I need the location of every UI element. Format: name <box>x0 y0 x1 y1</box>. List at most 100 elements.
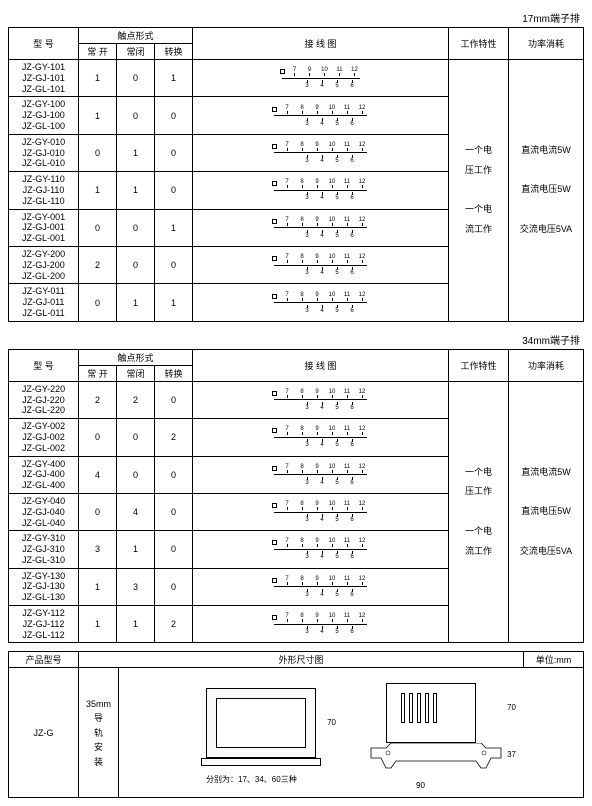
col-wiring: 接 线 图 <box>193 28 449 60</box>
col-model: 型 号 <box>9 349 79 381</box>
wiring-diagram: 789101112 3456 <box>272 103 369 128</box>
work-cell: 一个电压工作 一个电流工作 <box>449 60 509 322</box>
model-cell: JZ-GY-101JZ-GJ-101JZ-GL-101 <box>9 60 79 97</box>
col-co: 转换 <box>155 44 193 60</box>
no-cell: 0 <box>79 284 117 321</box>
nc-cell: 3 <box>117 568 155 605</box>
wiring-cell: 79101112 3456 <box>193 60 449 97</box>
no-cell: 0 <box>79 493 117 530</box>
spec-table-17mm: 型 号 触点形式 接 线 图 工作特性 功率消耗 常 开 常闭 转换 JZ-GY… <box>8 27 584 322</box>
co-cell: 0 <box>155 97 193 134</box>
wiring-diagram: 789101112 3456 <box>272 215 369 240</box>
model-cell: JZ-GY-130JZ-GJ-130JZ-GL-130 <box>9 568 79 605</box>
wiring-diagram: 789101112 3456 <box>272 290 369 315</box>
model-cell: JZ-GY-010JZ-GJ-010JZ-GL-010 <box>9 134 79 171</box>
table-body: JZ-GY-101JZ-GJ-101JZ-GL-101 1 0 1 791011… <box>9 60 584 322</box>
no-cell: 2 <box>79 381 117 418</box>
side-view: 70 37 90 <box>356 678 516 788</box>
wiring-cell: 789101112 3456 <box>193 606 449 643</box>
wiring-cell: 789101112 3456 <box>193 246 449 283</box>
wiring-diagram: 789101112 3456 <box>272 500 369 525</box>
co-cell: 0 <box>155 134 193 171</box>
col-no: 常 开 <box>79 365 117 381</box>
wiring-diagram: 789101112 3456 <box>272 537 369 562</box>
co-cell: 1 <box>155 60 193 97</box>
col-outline: 外形尺寸图 <box>79 652 524 668</box>
dim-height-70: 70 <box>327 718 336 727</box>
wiring-diagram: 789101112 3456 <box>272 612 369 637</box>
wiring-cell: 789101112 3456 <box>193 568 449 605</box>
wiring-cell: 789101112 3456 <box>193 134 449 171</box>
no-cell: 1 <box>79 606 117 643</box>
model-cell: JZ-GY-310JZ-GJ-310JZ-GL-310 <box>9 531 79 568</box>
nc-cell: 2 <box>117 381 155 418</box>
front-note: 分别为：17、34、60三种 <box>206 774 297 785</box>
co-cell: 0 <box>155 456 193 493</box>
nc-cell: 0 <box>117 97 155 134</box>
wiring-cell: 789101112 3456 <box>193 456 449 493</box>
co-cell: 0 <box>155 381 193 418</box>
spec-table-34mm: 型 号 触点形式 接 线 图 工作特性 功率消耗 常 开 常闭 转换 JZ-GY… <box>8 349 584 644</box>
table-row: JZ-GY-220JZ-GJ-220JZ-GL-220 2 2 0 789101… <box>9 381 584 418</box>
no-cell: 1 <box>79 568 117 605</box>
caption-17mm: 17mm端子排 <box>8 10 580 25</box>
col-unit: 单位:mm <box>524 652 584 668</box>
nc-cell: 0 <box>117 419 155 456</box>
model-cell: JZ-GY-040JZ-GJ-040JZ-GL-040 <box>9 493 79 530</box>
co-cell: 2 <box>155 419 193 456</box>
co-cell: 1 <box>155 284 193 321</box>
model-cell: JZ-GY-002JZ-GJ-002JZ-GL-002 <box>9 419 79 456</box>
nc-cell: 4 <box>117 493 155 530</box>
wiring-diagram: 789101112 3456 <box>272 425 369 450</box>
col-contact-form: 触点形式 <box>79 28 193 44</box>
col-work: 工作特性 <box>449 28 509 60</box>
col-nc: 常闭 <box>117 44 155 60</box>
dimension-table: 产品型号 外形尺寸图 单位:mm JZ-G 35mm导轨安装 70 分别为：17… <box>8 651 584 798</box>
dim-side-37: 37 <box>507 750 516 759</box>
table-row: JZ-GY-101JZ-GJ-101JZ-GL-101 1 0 1 791011… <box>9 60 584 97</box>
model-cell: JZ-GY-011JZ-GJ-011JZ-GL-011 <box>9 284 79 321</box>
col-contact-form: 触点形式 <box>79 349 193 365</box>
wiring-cell: 789101112 3456 <box>193 209 449 246</box>
model-cell: JZ-GY-400JZ-GJ-400JZ-GL-400 <box>9 456 79 493</box>
nc-cell: 1 <box>117 606 155 643</box>
nc-cell: 1 <box>117 284 155 321</box>
wiring-cell: 789101112 3456 <box>193 493 449 530</box>
co-cell: 0 <box>155 531 193 568</box>
model-cell: JZ-GY-200JZ-GJ-200JZ-GL-200 <box>9 246 79 283</box>
product-model-cell: JZ-G <box>9 668 79 798</box>
col-work: 工作特性 <box>449 349 509 381</box>
col-product: 产品型号 <box>9 652 79 668</box>
nc-cell: 0 <box>117 456 155 493</box>
no-cell: 2 <box>79 246 117 283</box>
model-cell: JZ-GY-112JZ-GJ-112JZ-GL-112 <box>9 606 79 643</box>
model-cell: JZ-GY-220JZ-GJ-220JZ-GL-220 <box>9 381 79 418</box>
co-cell: 0 <box>155 568 193 605</box>
wiring-diagram: 79101112 3456 <box>280 66 362 91</box>
col-model: 型 号 <box>9 28 79 60</box>
nc-cell: 1 <box>117 531 155 568</box>
wiring-cell: 789101112 3456 <box>193 381 449 418</box>
no-cell: 0 <box>79 134 117 171</box>
col-no: 常 开 <box>79 44 117 60</box>
wiring-diagram: 789101112 3456 <box>272 574 369 599</box>
table-head: 型 号 触点形式 接 线 图 工作特性 功率消耗 常 开 常闭 转换 <box>9 349 584 381</box>
no-cell: 1 <box>79 60 117 97</box>
wiring-diagram: 789101112 3456 <box>272 178 369 203</box>
mount-label-cell: 35mm导轨安装 <box>79 668 119 798</box>
caption-34mm: 34mm端子排 <box>8 332 580 347</box>
model-cell: JZ-GY-100JZ-GJ-100JZ-GL-100 <box>9 97 79 134</box>
drawing-cell: 70 分别为：17、34、60三种 70 <box>119 668 584 798</box>
co-cell: 0 <box>155 493 193 530</box>
nc-cell: 0 <box>117 209 155 246</box>
nc-cell: 1 <box>117 134 155 171</box>
no-cell: 4 <box>79 456 117 493</box>
nc-cell: 1 <box>117 172 155 209</box>
co-cell: 2 <box>155 606 193 643</box>
wiring-diagram: 789101112 3456 <box>272 387 369 412</box>
table-body: JZ-GY-220JZ-GJ-220JZ-GL-220 2 2 0 789101… <box>9 381 584 643</box>
wiring-cell: 789101112 3456 <box>193 531 449 568</box>
power-cell: 直流电流5W直流电压5W交流电压5VA <box>509 381 584 643</box>
power-cell: 直流电流5W直流电压5W交流电压5VA <box>509 60 584 322</box>
col-wiring: 接 线 图 <box>193 349 449 381</box>
